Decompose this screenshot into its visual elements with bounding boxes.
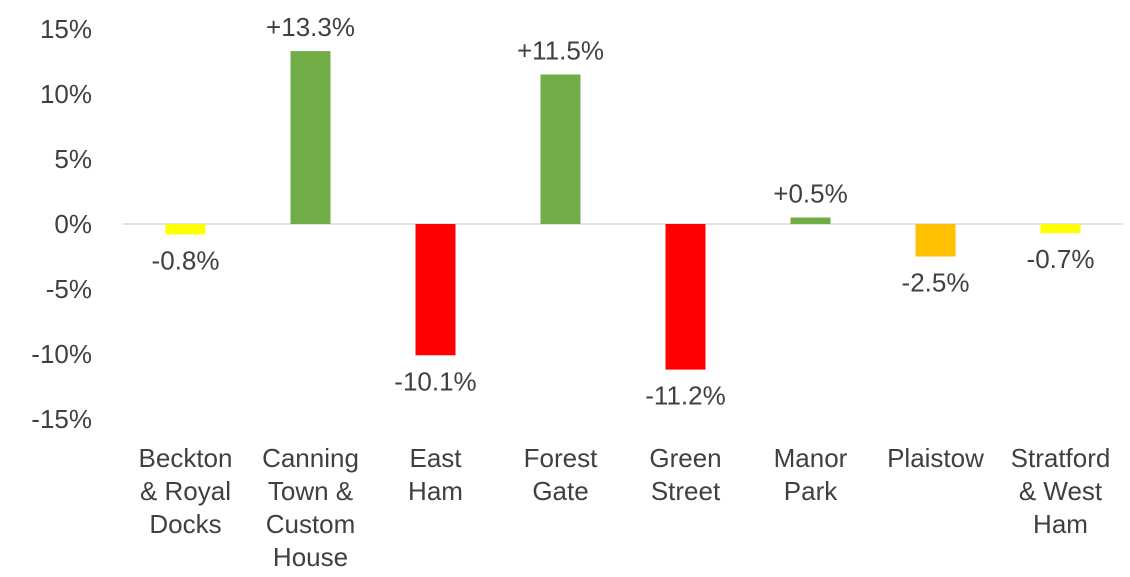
data-label: +11.5% [517, 36, 604, 66]
bar [165, 224, 206, 235]
category-label: Stratford & West Ham [1011, 443, 1111, 539]
data-label: -11.2% [645, 381, 725, 411]
category-label: Manor Park [774, 443, 848, 506]
bar [1040, 224, 1081, 234]
bar [415, 224, 456, 356]
bar [790, 217, 831, 224]
category-label: Plaistow [887, 443, 984, 473]
y-tick-label: -15% [31, 404, 92, 434]
bars [165, 51, 1081, 370]
y-axis-ticks: 15% 10% 5% 0% -5% -10% -15% [31, 14, 92, 434]
bar [665, 224, 706, 370]
bar [290, 51, 331, 224]
category-label: East Ham [408, 443, 463, 506]
data-label: -0.7% [1027, 244, 1095, 274]
category-labels: Beckton & Royal Docks Canning Town & Custom Ho… [139, 443, 1111, 572]
data-label: +13.3% [266, 12, 355, 42]
bar [540, 74, 581, 224]
category-label: Beckton & Royal Docks [139, 443, 233, 539]
y-tick-label: -5% [46, 274, 92, 304]
data-labels: -0.8% +13.3% -10.1% +11.5% -11.2% +0.5% -2.5% -… [152, 12, 1095, 411]
data-label: -10.1% [394, 366, 476, 396]
data-label: +0.5% [773, 179, 847, 209]
y-tick-label: 0% [54, 209, 92, 239]
category-label: Canning Town & Custom House [262, 443, 359, 572]
y-tick-label: -10% [31, 339, 92, 369]
y-tick-label: 10% [40, 79, 92, 109]
bar [915, 224, 956, 257]
data-label: -2.5% [902, 268, 970, 298]
category-label: Forest Gate [524, 443, 598, 506]
category-label: Green Street [649, 443, 721, 506]
y-tick-label: 15% [40, 14, 92, 44]
y-tick-label: 5% [54, 144, 92, 174]
data-label: -0.8% [152, 245, 220, 275]
